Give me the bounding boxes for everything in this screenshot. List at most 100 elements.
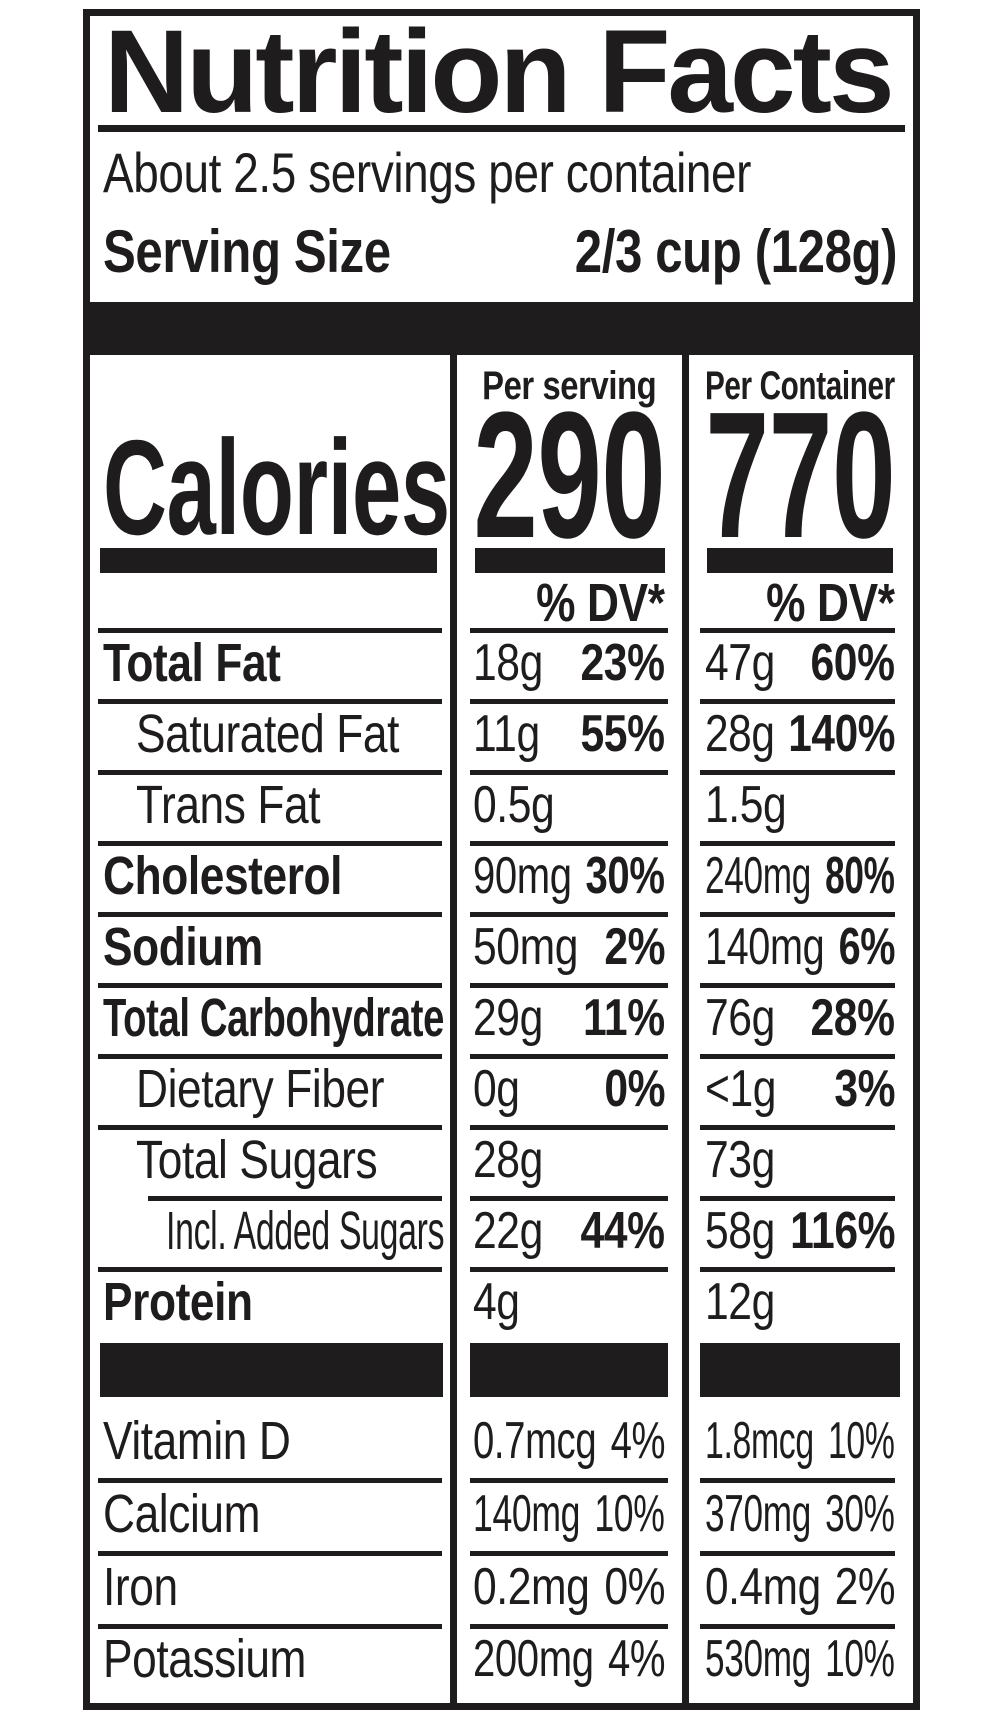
row-total-carbohydrate: Total Carbohydrate 29g 11% 76g 28% — [90, 983, 913, 1054]
row-trans-fat: Trans Fat 0.5g 1.5g — [90, 770, 913, 841]
per-serving-cell: 0.5g — [450, 770, 682, 841]
nutrient-name-cell: Total Carbohydrate — [90, 983, 450, 1054]
per-container-dv: 10% — [825, 1630, 896, 1688]
section-bar-segment — [700, 1343, 900, 1397]
row-added-sugars: Incl. Added Sugars 22g 44% 58g 116% — [90, 1196, 913, 1267]
per-serving-cell: 0g 0% — [450, 1054, 682, 1125]
per-container-cell: 47g 60% — [682, 628, 913, 699]
per-serving-cell: 4g — [450, 1267, 682, 1338]
row-vitamin-d: Vitamin D 0.7mcg 4% 1.8mcg 10% — [90, 1405, 913, 1478]
per-serving-dv: 55% — [580, 705, 666, 763]
per-serving-cell: 22g 44% — [450, 1196, 682, 1267]
per-container-cell: 73g — [682, 1125, 913, 1196]
per-serving-cell: 28g — [450, 1125, 682, 1196]
section-bar-top — [90, 302, 913, 355]
per-container-cell: 1.8mcg 10% — [682, 1405, 913, 1478]
nutrient-name-cell: Iron — [90, 1551, 450, 1624]
per-container-dv: 60% — [810, 634, 896, 692]
per-container-cell: 0.4mg 2% — [682, 1551, 913, 1624]
per-serving-amount: 29g — [473, 989, 543, 1047]
daily-value-header-row: % DV* % DV* — [90, 573, 913, 633]
row-calcium: Calcium 140mg 10% 370mg 30% — [90, 1478, 913, 1551]
per-container-amount: 530mg — [705, 1630, 811, 1688]
row-protein: Protein 4g 12g — [90, 1267, 913, 1338]
per-container-dv: 30% — [825, 1485, 896, 1543]
per-serving-cell: 29g 11% — [450, 983, 682, 1054]
calories-per-container-value: 770 — [705, 375, 895, 576]
nutrient-name: Potassium — [103, 1629, 307, 1689]
per-serving-cell: 200mg 4% — [450, 1624, 682, 1700]
nutrient-name: Trans Fat — [136, 775, 321, 835]
per-serving-dv: 2% — [604, 918, 665, 976]
per-serving-amount: 0.2mg — [473, 1558, 590, 1616]
nutrient-name: Calcium — [103, 1484, 261, 1544]
calories-label: Calories — [103, 412, 450, 563]
calories-underline-row — [90, 548, 913, 575]
calories-block: Calories Per serving 290 Per Container 7… — [90, 355, 913, 576]
per-container-cell: 12g — [682, 1267, 913, 1338]
nutrient-name: Iron — [103, 1557, 178, 1617]
per-serving-dv: 10% — [594, 1485, 666, 1543]
per-container-amount: 47g — [705, 634, 775, 692]
per-container-amount: 140mg — [705, 918, 825, 976]
serving-size-line: Serving Size 2/3 cup (128g) — [90, 210, 913, 302]
per-serving-amount: 200mg — [473, 1630, 594, 1688]
per-serving-dv: 4% — [607, 1630, 666, 1688]
row-saturated-fat: Saturated Fat 11g 55% 28g 140% — [90, 699, 913, 770]
per-container-cell: 28g 140% — [682, 699, 913, 770]
per-container-cell: <1g 3% — [682, 1054, 913, 1125]
title-divider — [98, 125, 905, 132]
per-serving-dv: 4% — [610, 1412, 665, 1470]
nutrient-name: Dietary Fiber — [136, 1059, 385, 1119]
per-serving-amount: 22g — [473, 1202, 543, 1260]
section-bar-segment — [100, 1343, 443, 1397]
per-serving-amount: 0.7mcg — [473, 1412, 597, 1470]
nutrient-name: Total Fat — [103, 633, 281, 693]
calories-per-serving-cell: Per serving 290 — [450, 355, 682, 576]
per-serving-cell: 11g 55% — [450, 699, 682, 770]
per-container-dv: 80% — [825, 847, 896, 905]
dv-header-text: % DV* — [536, 573, 666, 633]
nutrient-name-cell: Cholesterol — [90, 841, 450, 912]
per-container-amount: 76g — [705, 989, 775, 1047]
nutrient-name-cell: Incl. Added Sugars — [90, 1196, 450, 1267]
per-container-amount: 58g — [705, 1202, 775, 1260]
per-serving-dv: 30% — [585, 847, 665, 905]
column-divider — [450, 355, 457, 1703]
per-container-amount: 12g — [705, 1273, 775, 1331]
per-container-amount: 73g — [705, 1131, 775, 1189]
servings-per-container-line: About 2.5 servings per container — [90, 132, 913, 210]
serving-size-label: Serving Size — [103, 218, 391, 285]
per-container-dv: 2% — [834, 1558, 896, 1616]
nutrient-name: Total Sugars — [136, 1130, 378, 1190]
per-container-dv: 6% — [838, 918, 896, 976]
per-container-amount: 1.8mcg — [705, 1412, 814, 1470]
per-container-cell: 530mg 10% — [682, 1624, 913, 1700]
column-divider — [682, 355, 689, 1703]
per-serving-amount: 18g — [473, 634, 543, 692]
per-serving-header: Per serving — [481, 364, 657, 408]
per-serving-underline — [475, 548, 665, 573]
per-serving-amount: 0g — [473, 1060, 520, 1118]
per-serving-dv: 11% — [583, 989, 665, 1047]
per-serving-amount: 90mg — [473, 847, 572, 905]
per-container-cell: 240mg 80% — [682, 841, 913, 912]
per-container-dv: 116% — [789, 1202, 895, 1260]
per-serving-cell: 140mg 10% — [450, 1478, 682, 1551]
nutrition-facts-label: Nutrition Facts About 2.5 servings per c… — [83, 9, 920, 1710]
row-total-fat: Total Fat 18g 23% 47g 60% — [90, 628, 913, 699]
calories-label-cell: Calories — [90, 355, 450, 563]
per-serving-dv: 44% — [580, 1202, 666, 1260]
calories-per-serving-value: 290 — [473, 375, 665, 576]
nutrient-name: Total Carbohydrate — [103, 988, 445, 1048]
servings-per-container-text: About 2.5 servings per container — [103, 141, 752, 204]
section-bar-segment — [470, 1343, 668, 1397]
nutrient-name: Protein — [103, 1272, 253, 1332]
label-title-block: Nutrition Facts — [90, 13, 913, 131]
section-bar-bottom-row — [90, 1338, 913, 1405]
per-container-cell: 140mg 6% — [682, 912, 913, 983]
per-serving-amount: 140mg — [473, 1485, 581, 1543]
per-container-amount: 28g — [705, 705, 775, 763]
per-container-cell: 58g 116% — [682, 1196, 913, 1267]
per-container-dv: 28% — [810, 989, 896, 1047]
